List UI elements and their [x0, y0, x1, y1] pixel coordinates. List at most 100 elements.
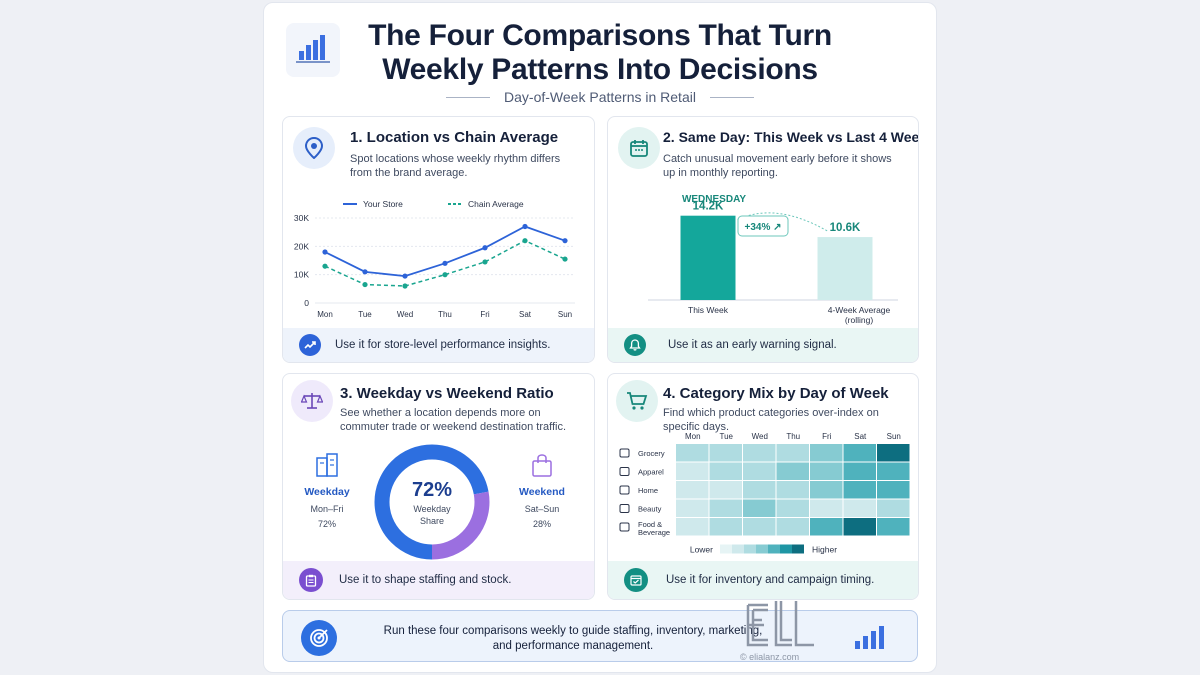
- heatmap-cell: [709, 444, 742, 462]
- heatmap-cell: [843, 518, 876, 536]
- watermark: © elialanz.com: [734, 593, 824, 665]
- card-footer: Use it for store-level performance insig…: [283, 328, 594, 362]
- heatmap-cell: [743, 444, 776, 462]
- heatmap-column-label: Wed: [752, 432, 768, 441]
- heatmap-cell: [776, 444, 809, 462]
- subtitle-row: Day-of-Week Patterns in Retail: [264, 89, 936, 105]
- category-sub-label: (rolling): [845, 315, 874, 325]
- page-title: The Four Comparisons That Turn Weekly Pa…: [264, 19, 936, 87]
- bag-icon-part: [532, 460, 552, 477]
- heatmap-cell: [709, 481, 742, 499]
- slice-range: Mon–Fri: [310, 504, 343, 514]
- heatmap-cell: [676, 444, 709, 462]
- heatmap-row-label: Food &: [638, 520, 662, 529]
- watermark-text: © elialanz.com: [740, 652, 800, 662]
- heatmap-cell: [810, 499, 843, 517]
- row-icon: [619, 522, 630, 532]
- row-icon: [619, 448, 630, 458]
- change-label: +34% ↗: [744, 222, 781, 233]
- watermark-logo-icon: [746, 601, 814, 647]
- scale-swatch: [744, 544, 756, 554]
- bar-value-label: 10.6K: [830, 222, 861, 234]
- scale-swatch: [732, 544, 744, 554]
- slice-value: 72%: [318, 519, 336, 529]
- heatmap-cell: [676, 481, 709, 499]
- heatmap-row-label: Apparel: [638, 468, 664, 477]
- heatmap-cell: [776, 481, 809, 499]
- heatmap-row-label: Home: [638, 486, 658, 495]
- card-footer-text: Use it for inventory and campaign timing…: [666, 574, 875, 586]
- divider: [709, 96, 754, 98]
- card-footer: Use it for inventory and campaign timing…: [608, 561, 918, 599]
- card-footer: Use it as an early warning signal.: [608, 328, 918, 362]
- donut-slice: [374, 444, 490, 560]
- shopping-cart-icon: [616, 380, 658, 422]
- title-line-1: The Four Comparisons That Turn: [368, 19, 832, 52]
- card-weekday-weekend: 3. Weekday vs Weekend Ratio See whether …: [282, 373, 595, 600]
- slice-name: Weekday: [304, 486, 349, 498]
- category-label: 4-Week Average: [828, 305, 891, 315]
- center-label: Share: [420, 516, 444, 526]
- scale-high-label: Higher: [812, 545, 837, 555]
- heatmap-column-label: Mon: [685, 432, 701, 441]
- y-tick-label: 0: [304, 298, 309, 308]
- card-description: See whether a location depends more on c…: [340, 407, 567, 433]
- heatmap-column-label: Fri: [822, 432, 832, 441]
- bar: [680, 215, 736, 300]
- card-title: 2. Same Day: This Week vs Last 4 Weeks: [663, 129, 919, 145]
- heatmap-column-label: Sat: [854, 432, 867, 441]
- y-tick-label: 20K: [294, 241, 309, 251]
- scale-swatch: [756, 544, 768, 554]
- row-icon: [619, 485, 630, 495]
- trend-up-icon: [299, 334, 321, 356]
- card-footer: Use it to shape staffing and stock.: [283, 561, 594, 599]
- heatmap-cell: [877, 444, 910, 462]
- calendar-icon: [618, 127, 660, 169]
- card-title: 4. Category Mix by Day of Week: [663, 385, 889, 402]
- heatmap-cell: [709, 462, 742, 480]
- card-footer-text: Use it for store-level performance insig…: [335, 339, 551, 351]
- scale-swatch: [792, 544, 804, 554]
- calendar-check-icon: [624, 568, 648, 592]
- clipboard-icon: [299, 568, 323, 592]
- bag-icon-part: [537, 454, 547, 463]
- center-label: Weekday: [413, 504, 451, 514]
- heatmap-chart: Mon Tue Wed Thu Fri Sat Sun Grocery Apparel Home B…: [619, 432, 910, 555]
- heatmap-cell: [776, 462, 809, 480]
- x-tick-label: Sun: [558, 310, 572, 319]
- data-point: [402, 273, 408, 279]
- page-subtitle: Day-of-Week Patterns in Retail: [504, 89, 696, 105]
- target-icon: [301, 620, 337, 656]
- data-point: [522, 223, 528, 230]
- heatmap-row-label: Grocery: [638, 449, 665, 458]
- heatmap-cell: [676, 499, 709, 517]
- heatmap-cell: [843, 499, 876, 517]
- slice-name: Weekend: [519, 486, 565, 498]
- scale-swatch: [780, 544, 792, 554]
- legend-label: Your Store: [363, 199, 403, 209]
- heatmap-cell: [843, 444, 876, 462]
- banner-text: Run these four comparisons weekly to gui…: [383, 625, 763, 652]
- heatmap-column-label: Sun: [887, 432, 901, 441]
- map-pin-icon: [293, 127, 335, 169]
- building-icon-part: [326, 453, 338, 477]
- scale-swatch: [768, 544, 780, 554]
- card-title: 1. Location vs Chain Average: [350, 129, 559, 146]
- building-icon: [316, 453, 338, 477]
- scale-low-label: Lower: [690, 545, 713, 555]
- x-tick-label: Mon: [317, 310, 333, 319]
- card-description: Catch unusual movement early before it s…: [663, 153, 892, 179]
- series-line: [324, 225, 566, 277]
- bar-chart-logo-icon: [286, 23, 340, 77]
- card-footer-text: Use it as an early warning signal.: [668, 339, 837, 351]
- scale-swatch: [720, 544, 732, 554]
- card-title: 3. Weekday vs Weekend Ratio: [340, 385, 554, 402]
- balance-scale-icon: [291, 380, 333, 422]
- building-icon-part: [316, 457, 328, 477]
- infographic-page: The Four Comparisons That Turn Weekly Pa…: [263, 2, 937, 673]
- heatmap-cell: [776, 499, 809, 517]
- donut-chart: 72% Weekday Share Weekday Mon–Fri 72% Weekend S…: [304, 444, 565, 560]
- heatmap-cell: [877, 462, 910, 480]
- heatmap-column-label: Tue: [720, 432, 734, 441]
- heatmap-cell: [877, 518, 910, 536]
